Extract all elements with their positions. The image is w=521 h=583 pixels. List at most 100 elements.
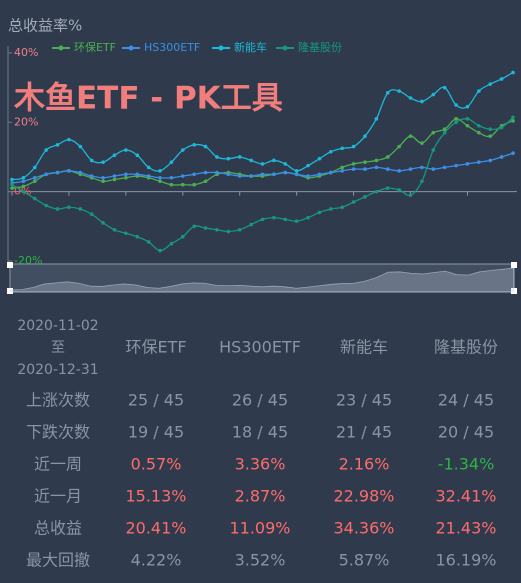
legend-label: 环保ETF xyxy=(74,40,116,54)
zoom-handle[interactable] xyxy=(7,262,13,268)
y-tick-label: 40% xyxy=(14,46,38,59)
zoom-handle[interactable] xyxy=(511,262,517,268)
cell: 25 / 45 xyxy=(128,391,184,410)
data-point xyxy=(499,125,504,130)
row-label: 下跌次数 xyxy=(26,423,90,442)
data-point xyxy=(385,91,390,95)
data-point xyxy=(226,229,231,234)
data-point xyxy=(67,169,71,173)
data-point xyxy=(89,174,94,178)
data-point xyxy=(329,149,333,154)
data-point xyxy=(112,174,117,178)
data-point xyxy=(374,189,379,194)
cell: 21.43% xyxy=(435,519,496,538)
series-line xyxy=(11,152,514,184)
cell: 11.09% xyxy=(229,519,290,538)
data-point xyxy=(454,120,458,125)
data-point xyxy=(363,195,367,199)
data-point xyxy=(158,175,162,180)
data-point xyxy=(351,144,356,149)
data-point xyxy=(465,162,470,166)
date-sep: 至 xyxy=(51,340,65,356)
data-point xyxy=(511,115,515,120)
data-point xyxy=(55,143,60,147)
cell: 3.52% xyxy=(235,551,286,570)
legend-label: 新能车 xyxy=(234,40,267,54)
data-point xyxy=(374,117,379,121)
data-point xyxy=(488,127,493,132)
chart-title: 总收益率% xyxy=(8,17,82,35)
data-point xyxy=(112,227,117,232)
data-point xyxy=(329,170,333,175)
stats-table: 2020-11-02 至 2020-12-31 环保ETF HS300ETF 新能车… xyxy=(17,318,498,570)
data-point xyxy=(351,167,356,171)
data-point xyxy=(363,160,367,164)
data-point xyxy=(180,174,185,178)
cell: 24 / 45 xyxy=(438,391,494,410)
data-point xyxy=(420,99,424,104)
data-point xyxy=(124,172,128,177)
data-point xyxy=(192,143,196,147)
data-point xyxy=(146,174,151,178)
data-point xyxy=(306,215,310,220)
data-point xyxy=(454,103,458,107)
data-point xyxy=(260,217,265,222)
data-point xyxy=(192,172,196,177)
data-point xyxy=(135,153,140,158)
data-point xyxy=(158,248,162,253)
legend-label: HS300ETF xyxy=(144,41,200,54)
data-point xyxy=(101,179,105,184)
data-point xyxy=(101,160,105,164)
data-point xyxy=(192,182,196,187)
data-point xyxy=(146,165,151,170)
cell: 32.41% xyxy=(435,487,496,506)
data-point xyxy=(408,134,413,138)
data-point xyxy=(465,117,470,121)
data-point xyxy=(340,169,345,173)
data-point xyxy=(32,175,37,180)
data-point xyxy=(408,96,413,100)
data-point xyxy=(488,158,493,163)
column-header: HS300ETF xyxy=(219,338,301,357)
data-point xyxy=(317,210,322,215)
data-point xyxy=(146,240,151,244)
data-point xyxy=(385,155,390,159)
data-point xyxy=(465,104,470,109)
data-point xyxy=(340,146,345,151)
data-point xyxy=(249,174,253,178)
data-point xyxy=(89,212,94,216)
data-point xyxy=(67,205,71,210)
data-point xyxy=(192,224,196,229)
data-point xyxy=(420,179,424,184)
data-point xyxy=(44,148,48,152)
data-point xyxy=(283,217,288,222)
data-point xyxy=(55,170,60,175)
data-point xyxy=(272,172,276,177)
data-point xyxy=(351,200,356,204)
data-point xyxy=(237,227,242,232)
data-point xyxy=(203,226,208,230)
data-point xyxy=(374,158,379,163)
data-point xyxy=(340,165,345,170)
data-point xyxy=(21,175,26,180)
data-point xyxy=(124,231,128,236)
data-point xyxy=(32,179,37,184)
data-point xyxy=(226,172,231,177)
data-point xyxy=(135,234,140,239)
data-point xyxy=(454,117,458,121)
data-point xyxy=(10,182,14,187)
data-point xyxy=(294,169,299,173)
data-point xyxy=(431,148,436,152)
data-point xyxy=(215,227,219,232)
data-point xyxy=(340,205,345,210)
data-point xyxy=(32,165,37,170)
data-point xyxy=(442,130,447,135)
data-point xyxy=(454,163,458,168)
data-point xyxy=(477,160,481,164)
data-point xyxy=(112,177,117,182)
row-label: 近一周 xyxy=(34,455,82,474)
cell: 20.41% xyxy=(125,519,186,538)
data-point xyxy=(249,158,253,163)
data-point xyxy=(215,170,219,175)
